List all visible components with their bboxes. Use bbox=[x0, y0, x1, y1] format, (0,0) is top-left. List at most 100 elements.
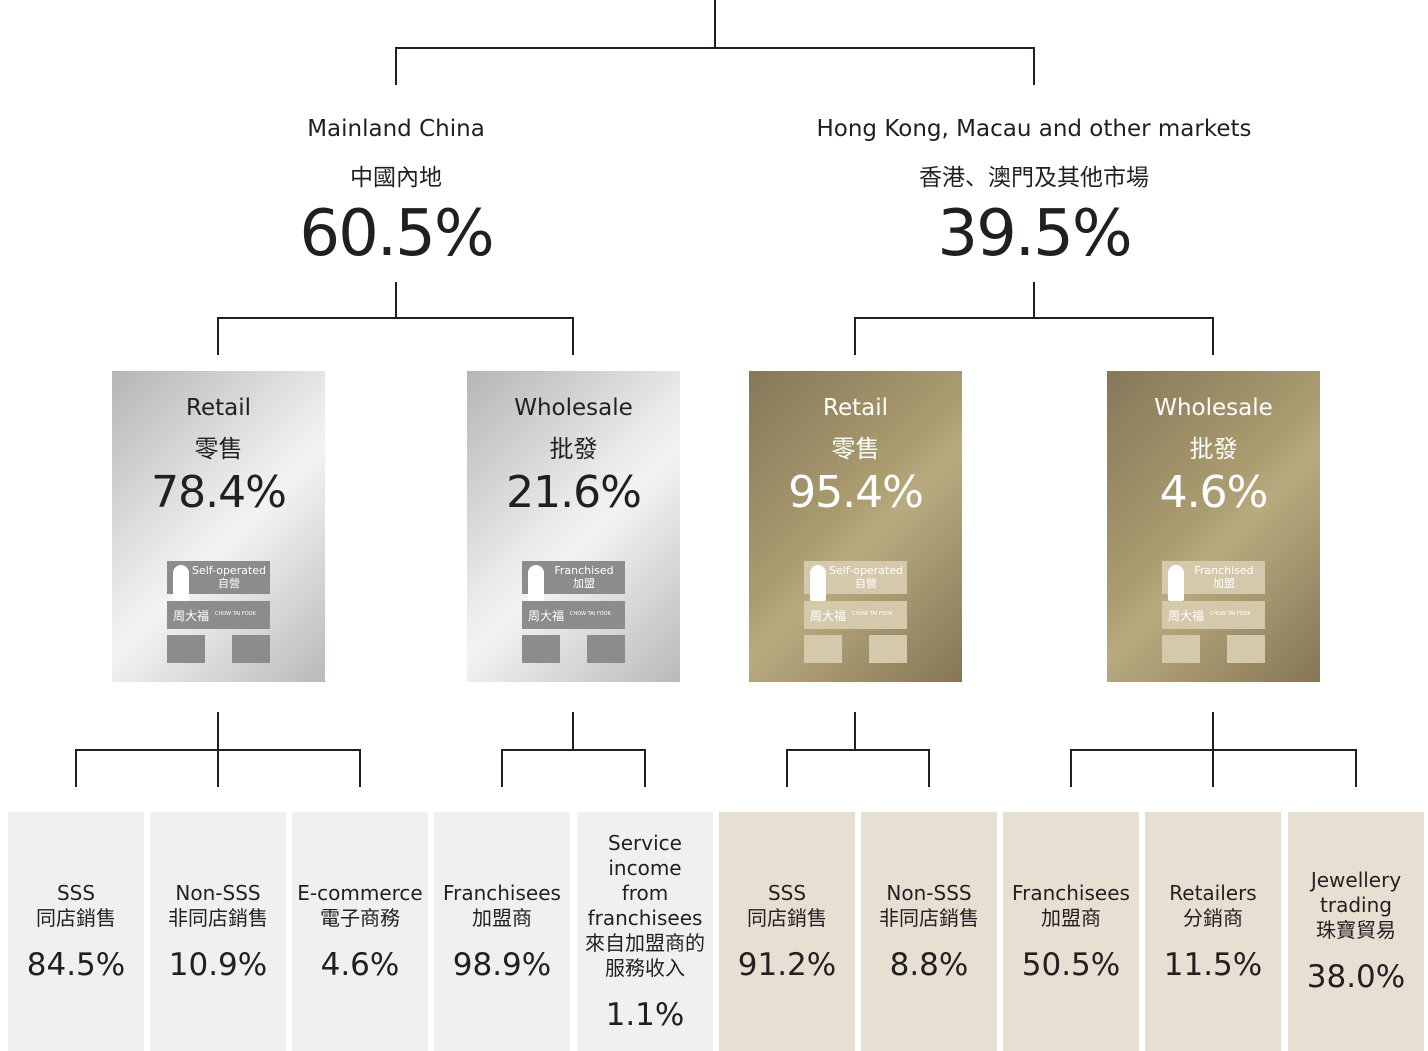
breakdown-name: Franchisees bbox=[1012, 880, 1130, 905]
region-name-zh: 中國內地 bbox=[350, 165, 442, 191]
breakdown-name-zh: 非同店銷售 bbox=[879, 905, 979, 930]
store-staff bbox=[528, 565, 544, 601]
breakdown-box: Service income from franchisees 來自加盟商的服務收… bbox=[577, 812, 713, 1051]
breakdown-share: 4.6% bbox=[320, 946, 400, 983]
breakdown-name-zh: 加盟商 bbox=[1041, 905, 1101, 930]
store-case bbox=[1227, 635, 1265, 663]
breakdown-share: 38.0% bbox=[1306, 959, 1406, 995]
store-counter: 周大福 CHOW TAI FOOK bbox=[167, 601, 270, 629]
store-counter: 周大福 CHOW TAI FOOK bbox=[804, 601, 907, 629]
region-share: 39.5% bbox=[937, 197, 1132, 271]
breakdown-name-zh: 珠寶貿易 bbox=[1316, 918, 1396, 942]
breakdown-name: Non-SSS bbox=[175, 880, 261, 905]
channel-name: Retail bbox=[823, 395, 888, 421]
breakdown-box: Non-SSS 非同店銷售 8.8% bbox=[861, 812, 997, 1051]
store-case bbox=[804, 635, 842, 663]
store-case bbox=[522, 635, 560, 663]
breakdown-name-zh: 非同店銷售 bbox=[168, 905, 268, 930]
region-name: Mainland China bbox=[307, 116, 485, 142]
channel-panel: Retail 零售 78.4% Self-operated 自營周大福 CHOW TAI … bbox=[112, 371, 325, 682]
breakdown-name-zh: 同店銷售 bbox=[36, 905, 116, 930]
channel-share: 95.4% bbox=[788, 467, 924, 518]
breakdown-name: Service income from franchisees bbox=[587, 830, 703, 930]
channel-panel: Wholesale 批發 21.6% Franchised 加盟周大福 CHOW TAI … bbox=[467, 371, 680, 682]
store-counter: 周大福 CHOW TAI FOOK bbox=[522, 601, 625, 629]
channel-name: Wholesale bbox=[514, 395, 633, 421]
breakdown-share: 8.8% bbox=[889, 946, 969, 983]
store-label: Self-operated bbox=[191, 564, 267, 577]
store-brand-en: CHOW TAI FOOK bbox=[570, 611, 611, 617]
channel-name-zh: 批發 bbox=[549, 435, 598, 463]
store-brand-en: CHOW TAI FOOK bbox=[1210, 611, 1251, 617]
breakdown-box: Jewellery trading 珠寶貿易 38.0% bbox=[1288, 812, 1424, 1051]
breakdown-share: 50.5% bbox=[1021, 946, 1121, 983]
channel-share: 4.6% bbox=[1159, 467, 1269, 518]
store-icon: Self-operated 自營周大福 CHOW TAI FOOK bbox=[804, 561, 907, 665]
breakdown-share: 1.1% bbox=[605, 996, 685, 1033]
region-name: Hong Kong, Macau and other markets bbox=[816, 116, 1252, 142]
store-case bbox=[232, 635, 270, 663]
breakdown-share: 11.5% bbox=[1163, 946, 1263, 983]
store-label: Franchised bbox=[554, 564, 614, 577]
breakdown-box: Franchisees 加盟商 50.5% bbox=[1003, 812, 1139, 1051]
store-label-zh: 自營 bbox=[855, 577, 877, 590]
breakdown-box: Retailers 分銷商 11.5% bbox=[1145, 812, 1281, 1051]
channel-name: Retail bbox=[186, 395, 251, 421]
breakdown-share: 98.9% bbox=[452, 946, 552, 983]
store-brand-en: CHOW TAI FOOK bbox=[215, 611, 256, 617]
store-brand: 周大福 bbox=[810, 609, 847, 623]
store-staff bbox=[1168, 565, 1184, 601]
breakdown-name: SSS bbox=[56, 880, 96, 905]
breakdown-box: SSS 同店銷售 84.5% bbox=[8, 812, 144, 1051]
channel-share: 78.4% bbox=[151, 467, 287, 518]
breakdown-box: Franchisees 加盟商 98.9% bbox=[434, 812, 570, 1051]
channel-name-zh: 批發 bbox=[1189, 435, 1238, 463]
store-counter: 周大福 CHOW TAI FOOK bbox=[1162, 601, 1265, 629]
store-label: Self-operated bbox=[828, 564, 904, 577]
store-brand: 周大福 bbox=[1168, 609, 1205, 623]
breakdown-name-zh: 來自加盟商的服務收入 bbox=[585, 930, 705, 980]
breakdown-box: E-commerce 電子商務 4.6% bbox=[292, 812, 428, 1051]
breakdown-box: SSS 同店銷售 91.2% bbox=[719, 812, 855, 1051]
breakdown-name: Retailers bbox=[1169, 880, 1257, 905]
channel-panel: Wholesale 批發 4.6% Franchised 加盟周大福 CHOW TAI F… bbox=[1107, 371, 1320, 682]
channel-name: Wholesale bbox=[1154, 395, 1273, 421]
store-case bbox=[869, 635, 907, 663]
store-case bbox=[587, 635, 625, 663]
store-icon: Franchised 加盟周大福 CHOW TAI FOOK bbox=[1162, 561, 1265, 665]
channel-panel: Retail 零售 95.4% Self-operated 自營周大福 CHOW TAI … bbox=[749, 371, 962, 682]
store-icon: Franchised 加盟周大福 CHOW TAI FOOK bbox=[522, 561, 625, 665]
breakdown-box: Non-SSS 非同店銷售 10.9% bbox=[150, 812, 286, 1051]
breakdown-name-zh: 加盟商 bbox=[472, 905, 532, 930]
store-case bbox=[167, 635, 205, 663]
breakdown-share: 91.2% bbox=[737, 946, 837, 983]
store-label-zh: 加盟 bbox=[1213, 577, 1235, 590]
region-share: 60.5% bbox=[299, 197, 494, 271]
store-case bbox=[1162, 635, 1200, 663]
channel-name-zh: 零售 bbox=[194, 435, 243, 463]
channel-name-zh: 零售 bbox=[831, 435, 880, 463]
store-label-zh: 自營 bbox=[218, 577, 240, 590]
region-name-zh: 香港、澳門及其他市場 bbox=[919, 165, 1149, 191]
store-brand: 周大福 bbox=[528, 609, 565, 623]
channel-share: 21.6% bbox=[506, 467, 642, 518]
store-staff bbox=[810, 565, 826, 601]
store-label: Franchised bbox=[1194, 564, 1254, 577]
breakdown-name: SSS bbox=[767, 880, 807, 905]
breakdown-share: 10.9% bbox=[168, 946, 268, 983]
store-staff bbox=[173, 565, 189, 601]
store-icon: Self-operated 自營周大福 CHOW TAI FOOK bbox=[167, 561, 270, 665]
breakdown-name: Non-SSS bbox=[886, 880, 972, 905]
breakdown-name-zh: 分銷商 bbox=[1183, 905, 1243, 930]
breakdown-name-zh: 電子商務 bbox=[320, 905, 400, 930]
breakdown-name: Jewellery trading bbox=[1310, 868, 1402, 917]
breakdown-name: E-commerce bbox=[297, 880, 423, 905]
store-brand: 周大福 bbox=[173, 609, 210, 623]
breakdown-share: 84.5% bbox=[26, 946, 126, 983]
breakdown-name: Franchisees bbox=[443, 880, 561, 905]
store-label-zh: 加盟 bbox=[573, 577, 595, 590]
breakdown-name-zh: 同店銷售 bbox=[747, 905, 827, 930]
store-brand-en: CHOW TAI FOOK bbox=[852, 611, 893, 617]
